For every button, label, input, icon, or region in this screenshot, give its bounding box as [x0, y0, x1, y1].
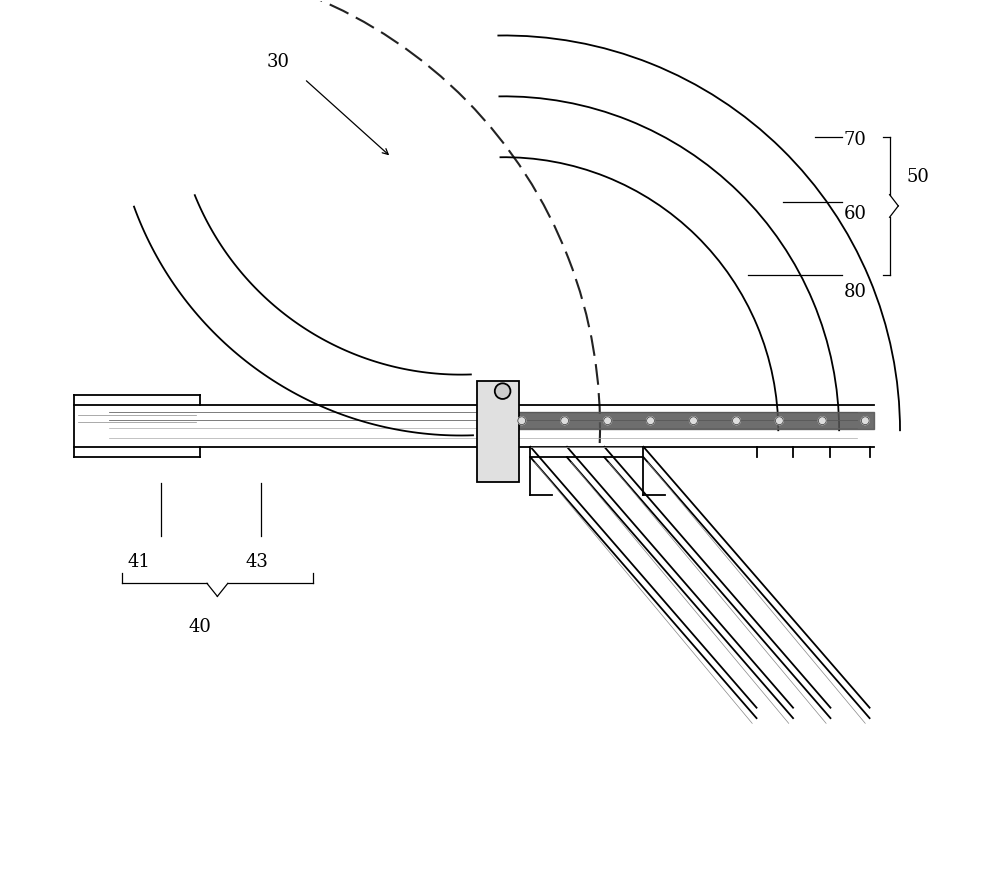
Circle shape [647, 417, 654, 425]
Circle shape [495, 383, 510, 399]
Circle shape [775, 417, 783, 425]
Circle shape [690, 417, 697, 425]
Circle shape [861, 417, 869, 425]
Circle shape [733, 417, 740, 425]
Text: 40: 40 [189, 618, 211, 636]
Text: 50: 50 [907, 168, 930, 186]
Circle shape [518, 417, 526, 425]
Text: 30: 30 [267, 52, 290, 71]
Circle shape [604, 417, 612, 425]
Text: 41: 41 [128, 553, 151, 571]
Text: 60: 60 [843, 205, 866, 223]
Text: 70: 70 [843, 131, 866, 149]
Bar [477, 381, 519, 482]
Text: 43: 43 [245, 553, 268, 571]
Circle shape [818, 417, 826, 425]
Circle shape [561, 417, 569, 425]
Text: 80: 80 [843, 283, 866, 301]
